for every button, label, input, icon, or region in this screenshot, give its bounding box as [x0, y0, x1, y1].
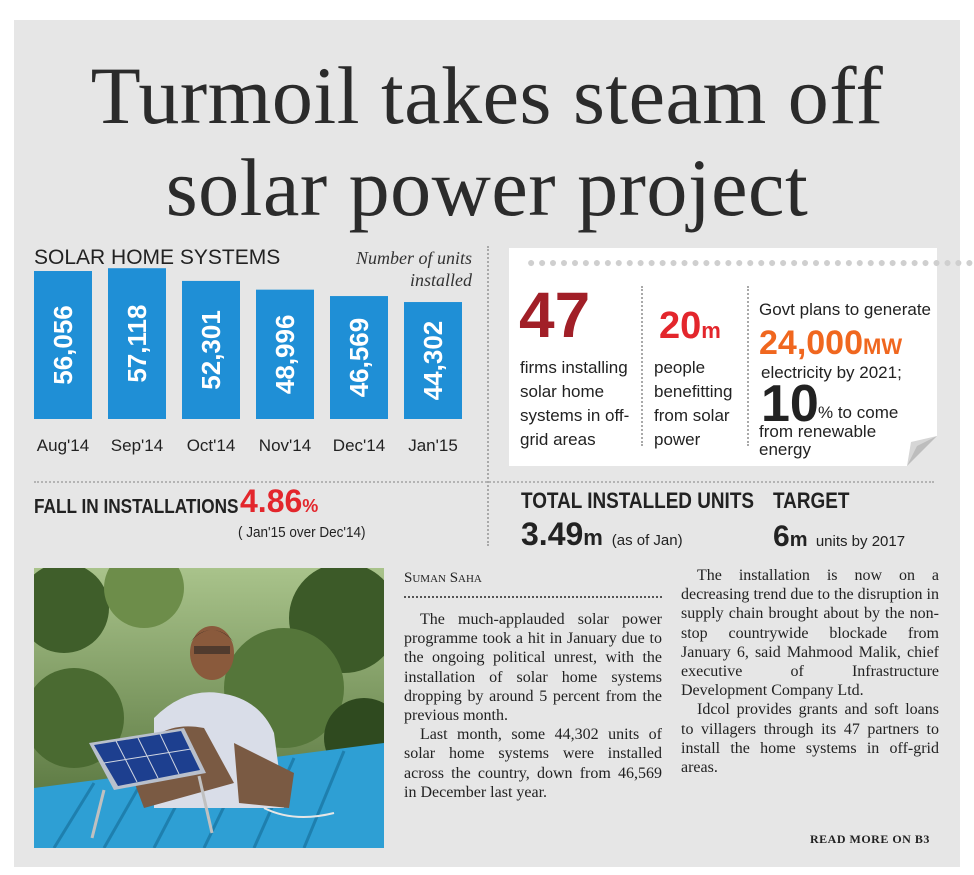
photo-solar-panel-installation — [34, 568, 384, 848]
headline-line-2: solar power project — [165, 142, 809, 233]
infographic-panel: Turmoil takes steam off solar power proj… — [14, 20, 974, 867]
vertical-divider — [487, 246, 489, 546]
chart-note: Number of units installed — [355, 248, 472, 290]
bar-value-label: 46,569 — [344, 318, 374, 398]
page-curl-icon — [907, 436, 937, 466]
renewable-share-unit: % to come — [818, 403, 899, 422]
people-unit: m — [701, 318, 721, 343]
byline-rule — [404, 596, 662, 598]
fall-unit: % — [302, 496, 319, 516]
headline-line-1: Turmoil takes steam off — [90, 50, 884, 141]
bar-value-label: 44,302 — [418, 321, 448, 401]
govt-unit: MW — [863, 334, 903, 359]
bar-value-label: 52,301 — [196, 310, 226, 390]
article-paragraph: The installation is now on a decreasing … — [681, 567, 939, 700]
category-label: Aug'14 — [37, 436, 89, 455]
total-unit: m — [583, 525, 603, 550]
fall-note: ( Jan'15 over Dec'14) — [238, 524, 366, 541]
people-text: people benefitting from solar power — [654, 358, 733, 449]
article-column-2: The installation is now on a decreasing … — [681, 566, 939, 777]
target-number: 6 — [773, 520, 790, 553]
fall-label: FALL IN INSTALLATIONS — [34, 496, 239, 518]
target-note: units by 2017 — [815, 533, 906, 550]
bar-Sep'14 — [108, 268, 166, 419]
renewable-share-text: from renewable energy — [759, 422, 877, 459]
total-number: 3.49 — [521, 516, 584, 552]
govt-text: electricity by 2021; — [761, 363, 902, 382]
renewable-share-value: 10 — [761, 375, 819, 433]
spiral-binding: ●●●●●●●●●●●●●●●●●●●●●●●●●●●●●●●●●●●●●●●●… — [527, 254, 974, 270]
bar-Nov'14 — [256, 289, 314, 419]
article-paragraph: The much-applauded solar power programme… — [404, 611, 662, 725]
target-label: TARGET — [773, 488, 850, 513]
govt-number: 24,000 — [759, 324, 863, 362]
total-note: (as of Jan) — [611, 532, 683, 549]
category-label: Oct'14 — [187, 436, 236, 455]
headline: Turmoil takes steam off solar power proj… — [14, 50, 960, 234]
bar-Aug'14 — [34, 271, 92, 419]
category-label: Jan'15 — [408, 436, 458, 455]
bar-Oct'14 — [182, 280, 240, 419]
govt-value: 24,000MW — [759, 324, 902, 366]
fall-value: 4.86% — [240, 483, 318, 520]
bar-value-label: 57,118 — [122, 305, 152, 383]
bar-Jan'15 — [404, 302, 462, 419]
byline: Suman Saha — [404, 570, 482, 586]
bar-value-label: 48,996 — [270, 315, 300, 395]
firms-value: 47 — [519, 279, 591, 351]
target-value: 6m units by 2017 — [773, 520, 905, 554]
category-label: Sep'14 — [111, 436, 163, 455]
target-unit: m — [789, 529, 808, 551]
article-paragraph: Last month, some 44,302 units of solar h… — [404, 726, 662, 801]
people-number: 20 — [659, 305, 702, 347]
read-more-link[interactable]: READ MORE ON B3 — [810, 832, 930, 846]
article-paragraph: Idcol provides grants and soft loans to … — [681, 701, 939, 777]
bar-value-label: 56,056 — [48, 305, 78, 385]
total-value: 3.49m (as of Jan) — [521, 516, 683, 553]
bar-Dec'14 — [330, 296, 388, 419]
firms-text: firms installing solar home systems in o… — [520, 358, 630, 449]
chart-title: SOLAR HOME SYSTEMS — [34, 246, 281, 269]
category-label: Nov'14 — [259, 436, 311, 455]
facts-card: ●●●●●●●●●●●●●●●●●●●●●●●●●●●●●●●●●●●●●●●●… — [509, 248, 974, 466]
people-value: 20m — [659, 304, 721, 353]
category-label: Dec'14 — [333, 436, 385, 455]
bar-chart: 56,056 Aug'14 57,118 Sep'14 52,301 Oct'14 48,9… — [34, 268, 462, 455]
govt-intro: Govt plans to generate — [759, 300, 932, 319]
card-divider — [641, 286, 643, 446]
card-divider — [747, 286, 749, 446]
horizontal-divider — [34, 481, 934, 483]
fall-number: 4.86 — [240, 483, 303, 519]
article-column-1: The much-applauded solar power programme… — [404, 610, 662, 802]
total-label: TOTAL INSTALLED UNITS — [521, 488, 754, 513]
